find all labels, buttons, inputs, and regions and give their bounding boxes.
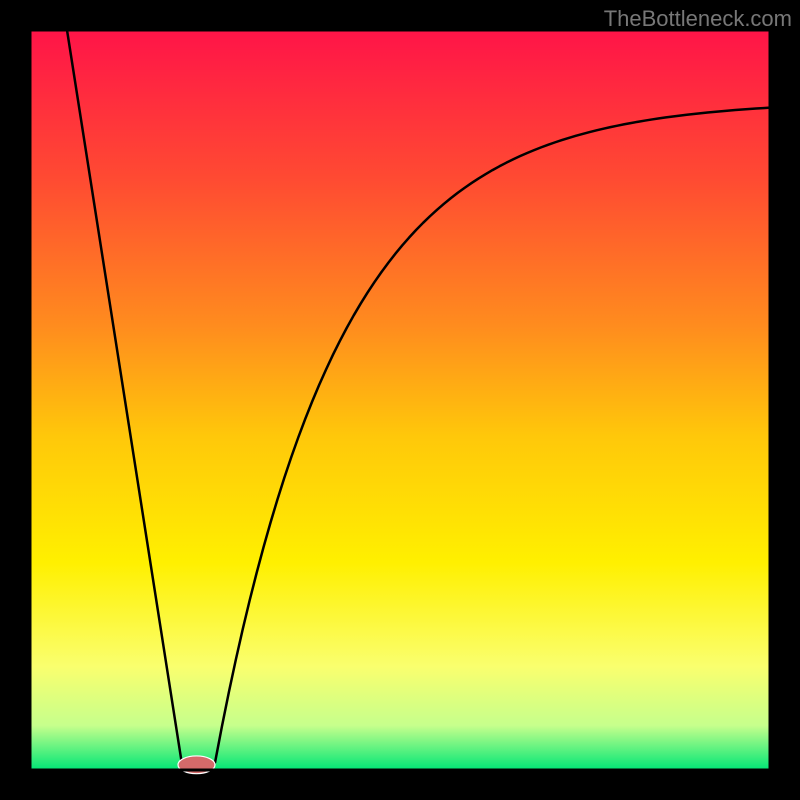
chart-svg bbox=[0, 0, 800, 800]
chart-container: TheBottleneck.com bbox=[0, 0, 800, 800]
watermark-text: TheBottleneck.com bbox=[604, 6, 792, 32]
plot-area bbox=[30, 30, 770, 770]
